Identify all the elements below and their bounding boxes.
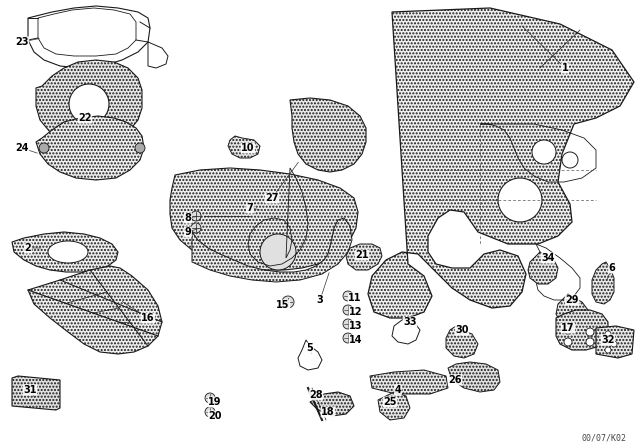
Polygon shape — [528, 252, 558, 284]
Polygon shape — [36, 60, 142, 144]
Polygon shape — [12, 232, 118, 272]
Circle shape — [343, 291, 353, 301]
Text: 21: 21 — [355, 250, 369, 260]
Circle shape — [498, 178, 542, 222]
Text: 17: 17 — [561, 323, 575, 333]
Text: 7: 7 — [246, 203, 253, 213]
Circle shape — [586, 328, 594, 336]
Text: 31: 31 — [23, 385, 36, 395]
Polygon shape — [12, 376, 60, 410]
Circle shape — [611, 341, 617, 347]
Text: 8: 8 — [184, 213, 191, 223]
Circle shape — [191, 223, 201, 233]
Polygon shape — [368, 8, 634, 318]
Polygon shape — [36, 116, 144, 180]
Text: 30: 30 — [455, 325, 468, 335]
Text: 27: 27 — [265, 193, 279, 203]
Text: 12: 12 — [349, 307, 363, 317]
Polygon shape — [192, 218, 352, 282]
Text: 14: 14 — [349, 335, 363, 345]
Polygon shape — [370, 370, 448, 394]
Text: 00/07/K02: 00/07/K02 — [582, 434, 627, 443]
Ellipse shape — [48, 241, 88, 263]
Circle shape — [564, 338, 572, 346]
Polygon shape — [290, 98, 366, 172]
Text: 5: 5 — [307, 343, 314, 353]
Polygon shape — [310, 392, 354, 416]
Text: 32: 32 — [601, 335, 615, 345]
Circle shape — [564, 326, 572, 334]
Text: 26: 26 — [448, 375, 461, 385]
Text: 1: 1 — [562, 63, 568, 73]
Text: 25: 25 — [383, 397, 397, 407]
Circle shape — [205, 393, 215, 403]
Circle shape — [135, 143, 145, 153]
Text: 33: 33 — [403, 317, 417, 327]
Polygon shape — [448, 362, 500, 392]
Circle shape — [39, 143, 49, 153]
Text: 13: 13 — [349, 321, 363, 331]
Circle shape — [532, 140, 556, 164]
Circle shape — [69, 84, 109, 124]
Text: 18: 18 — [321, 407, 335, 417]
Polygon shape — [556, 310, 608, 350]
Polygon shape — [446, 326, 478, 358]
Text: 6: 6 — [609, 263, 616, 273]
Circle shape — [562, 152, 578, 168]
Polygon shape — [346, 244, 382, 270]
Circle shape — [343, 333, 353, 343]
Text: 19: 19 — [208, 397, 221, 407]
Circle shape — [605, 331, 611, 337]
Text: 10: 10 — [241, 143, 255, 153]
Text: 3: 3 — [317, 295, 323, 305]
Circle shape — [343, 319, 353, 329]
Polygon shape — [378, 392, 410, 420]
Polygon shape — [170, 168, 358, 270]
Circle shape — [260, 234, 296, 270]
Text: 9: 9 — [184, 227, 191, 237]
Polygon shape — [592, 262, 614, 304]
Circle shape — [191, 211, 201, 221]
Polygon shape — [596, 326, 634, 358]
Text: 34: 34 — [541, 253, 555, 263]
Circle shape — [586, 338, 594, 346]
Circle shape — [205, 407, 215, 417]
Circle shape — [343, 305, 353, 315]
Text: 11: 11 — [348, 293, 362, 303]
Text: 4: 4 — [395, 385, 401, 395]
Polygon shape — [556, 294, 588, 326]
Text: 29: 29 — [565, 295, 579, 305]
Text: 20: 20 — [208, 411, 221, 421]
Text: 16: 16 — [141, 313, 155, 323]
Text: 23: 23 — [15, 37, 29, 47]
Polygon shape — [228, 136, 260, 158]
Circle shape — [282, 296, 294, 308]
Text: 15: 15 — [276, 300, 290, 310]
Circle shape — [605, 347, 611, 353]
Text: 24: 24 — [15, 143, 29, 153]
Text: 28: 28 — [309, 390, 323, 400]
Text: 2: 2 — [24, 243, 31, 253]
Text: 22: 22 — [78, 113, 92, 123]
Polygon shape — [28, 266, 162, 354]
